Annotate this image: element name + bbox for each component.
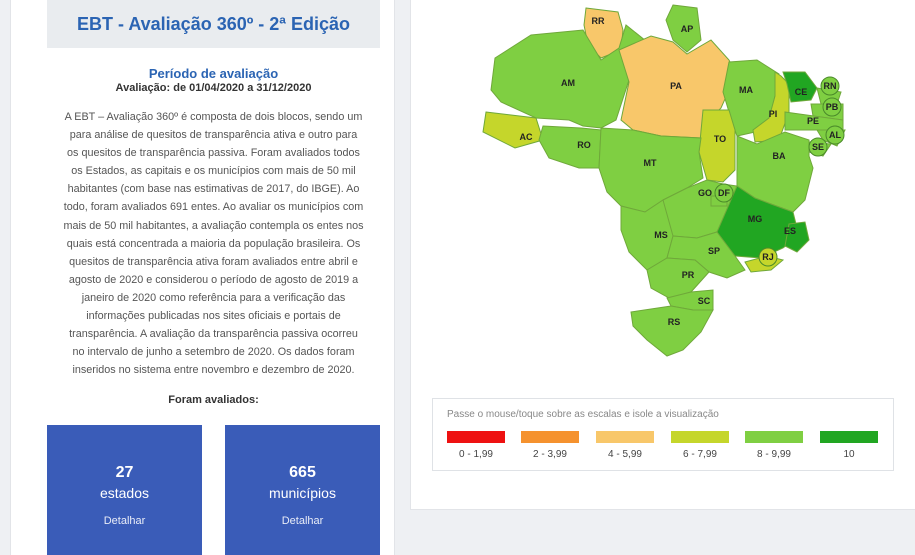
state-ap[interactable] (665, 4, 702, 53)
legend-hint: Passe o mouse/toque sobre as escalas e i… (447, 409, 719, 420)
description-line: quais está concentrada a maioria da popu… (66, 237, 361, 250)
state-label-pi: PI (769, 109, 778, 119)
state-label-se: SE (812, 142, 824, 152)
state-label-ms: MS (654, 230, 668, 240)
municipalities-card[interactable]: 665 municípios Detalhar (225, 425, 380, 555)
state-label-rs: RS (668, 317, 681, 327)
legend-scale-0[interactable]: 0 - 1,99 (446, 431, 506, 460)
state-ac[interactable] (482, 111, 544, 149)
state-am[interactable] (490, 24, 652, 129)
legend-swatch (596, 431, 654, 443)
state-label-sc: SC (698, 296, 711, 306)
description-line: agosto de 2020 e considerou o período de… (68, 273, 359, 286)
legend-range: 8 - 9,99 (757, 449, 791, 460)
municipalities-label: municípios (269, 485, 336, 501)
legend-swatch (447, 431, 505, 443)
legend-scale-3[interactable]: 6 - 7,99 (670, 431, 730, 460)
state-label-ap: AP (681, 24, 694, 34)
states-label: estados (99, 485, 150, 501)
state-to[interactable] (698, 109, 736, 183)
page-header: EBT - Avaliação 360º - 2ª Edição (47, 0, 380, 48)
description-line: todo, foram avaliados 691 entes. Ao aval… (63, 201, 364, 214)
municipalities-detail-link[interactable]: Detalhar (281, 515, 324, 527)
description-line: informações publicadas nos sites oficiai… (86, 310, 341, 323)
state-label-ma: MA (739, 85, 753, 95)
page-title: EBT - Avaliação 360º - 2ª Edição (76, 13, 350, 34)
municipalities-count: 665 (289, 464, 316, 481)
legend-range: 10 (843, 449, 855, 460)
state-marker-al[interactable] (825, 125, 845, 145)
state-label-sp: SP (708, 246, 720, 256)
description-line: no intervalo de junho a setembro de 2020… (72, 346, 355, 359)
state-label-pr: PR (682, 270, 695, 280)
state-marker-df[interactable] (714, 183, 734, 203)
state-label-rj: RJ (762, 252, 774, 262)
legend-scale-4[interactable]: 8 - 9,99 (744, 431, 804, 460)
state-label-go: GO (698, 188, 712, 198)
state-marker-se[interactable] (808, 137, 828, 157)
legend: Passe o mouse/toque sobre as escalas e i… (432, 398, 894, 471)
legend-scale-1[interactable]: 2 - 3,99 (520, 431, 580, 460)
description-line: quesitos de transparência ativa foram av… (69, 255, 358, 268)
period-dates: Avaliação: de 01/04/2020 a 31/12/2020 (115, 82, 312, 94)
states-count: 27 (115, 464, 134, 481)
state-label-rr: RR (592, 16, 605, 26)
description-line: inseridos no sistema entre novembro e de… (72, 364, 355, 377)
state-label-to: TO (714, 134, 726, 144)
state-label-mt: MT (644, 158, 657, 168)
legend-swatch (820, 431, 878, 443)
state-label-rn: RN (824, 81, 837, 91)
description-line: habitantes (com base nas estimativas de … (67, 183, 360, 196)
period-title: Período de avaliação (148, 66, 279, 81)
state-label-ba: BA (773, 151, 786, 161)
legend-swatch (745, 431, 803, 443)
states-card[interactable]: 27 estados Detalhar (47, 425, 202, 555)
state-label-al: AL (829, 130, 841, 140)
description-line: transparência. A avaliação da transparên… (69, 328, 358, 341)
state-marker-rn[interactable] (820, 76, 840, 96)
state-label-pa: PA (670, 81, 682, 91)
state-label-ac: AC (520, 132, 533, 142)
brazil-map[interactable]: RR AP AM PA MA PI CE RN PB PE AL SE AC RO TO BA MT GO DF MG… (411, 0, 915, 395)
state-pr[interactable] (646, 257, 710, 299)
state-rs[interactable] (630, 305, 714, 357)
state-marker-rj[interactable] (758, 247, 778, 267)
description-line: para análise de quesitos de transparênci… (69, 129, 358, 142)
states-detail-link[interactable]: Detalhar (103, 515, 146, 527)
description-line: mais de 50 mil habitantes, a avaliação c… (63, 219, 364, 232)
description-line: os Estados, as capitais e os municípios … (71, 165, 356, 178)
description: A EBT – Avaliação 360º é composta de doi… (45, 108, 382, 379)
state-label-ce: CE (795, 87, 808, 97)
state-label-am: AM (561, 78, 575, 88)
state-label-pb: PB (826, 102, 839, 112)
legend-range: 0 - 1,99 (459, 449, 493, 460)
state-marker-pb[interactable] (822, 97, 842, 117)
state-ce[interactable] (782, 71, 818, 103)
state-label-df: DF (718, 188, 730, 198)
state-label-ro: RO (577, 140, 591, 150)
state-es[interactable] (784, 221, 810, 253)
legend-range: 6 - 7,99 (683, 449, 717, 460)
description-line: janeiro de 2020 como referência para a v… (81, 291, 346, 304)
description-line: os quesitos de transparência passiva. Fo… (67, 147, 360, 160)
description-line: A EBT – Avaliação 360º é composta de doi… (64, 111, 363, 123)
legend-scale-5[interactable]: 10 (819, 431, 879, 460)
state-label-es: ES (784, 226, 796, 236)
state-label-mg: MG (748, 214, 763, 224)
state-label-pe: PE (807, 116, 819, 126)
state-ro[interactable] (538, 125, 602, 169)
legend-range: 2 - 3,99 (533, 449, 567, 460)
legend-range: 4 - 5,99 (608, 449, 642, 460)
legend-swatch (521, 431, 579, 443)
legend-scale-2[interactable]: 4 - 5,99 (595, 431, 655, 460)
evaluated-title: Foram avaliados: (168, 394, 259, 406)
legend-swatch (671, 431, 729, 443)
